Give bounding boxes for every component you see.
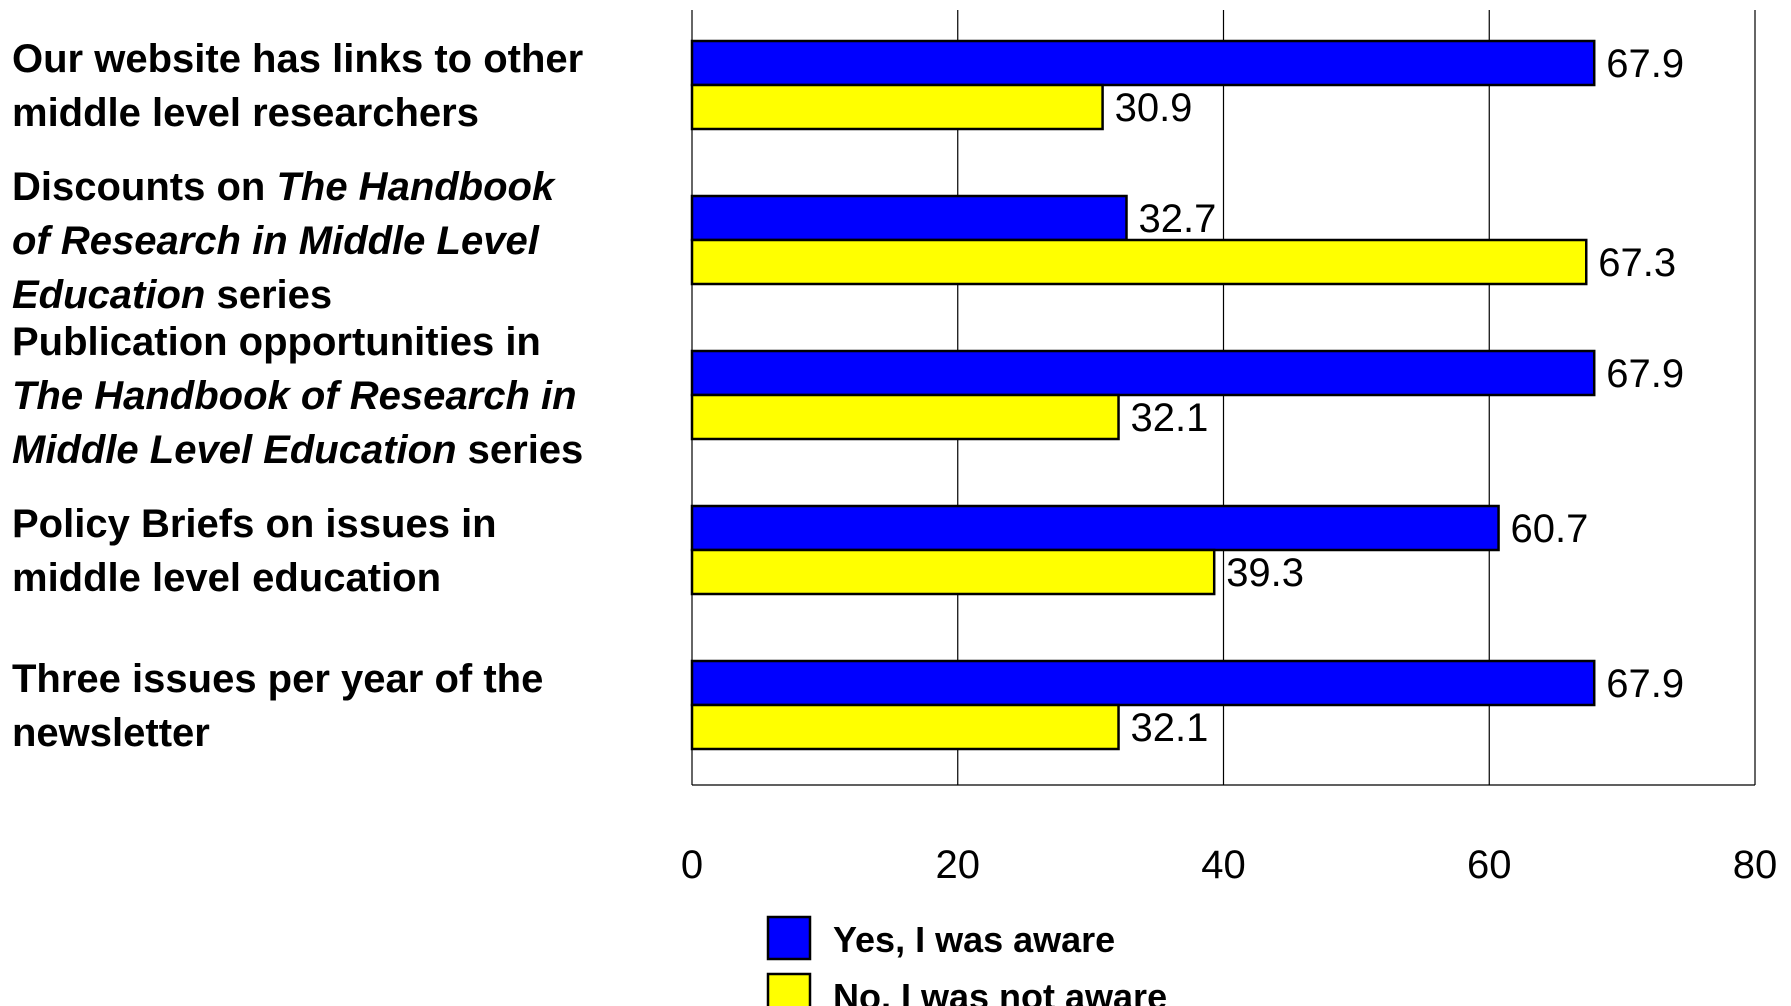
bar <box>690 659 1596 707</box>
bar <box>690 349 1596 397</box>
value-label: 67.9 <box>1606 662 1684 706</box>
bar <box>690 238 1588 286</box>
value-label: 67.3 <box>1598 241 1676 285</box>
value-labels: 67.9 30.9 32.7 67.3 67.9 32.1 60.7 39.3 67.9 32.1 <box>1115 42 1684 750</box>
legend-label: No, I was not aware <box>833 976 1167 1006</box>
bar <box>690 548 1216 596</box>
category-label: Publication opportunities in The Handbook… <box>12 320 583 472</box>
value-label: 39.3 <box>1226 551 1304 595</box>
x-tick-label: 20 <box>936 843 981 887</box>
x-tick-label: 40 <box>1201 843 1246 887</box>
bar <box>690 703 1120 751</box>
category-label: Three issues per year of the newsletter <box>12 657 543 755</box>
category-label: Discounts on The Handbook of Research in … <box>12 165 556 317</box>
x-tick-label: 80 <box>1733 843 1778 887</box>
value-label: 32.1 <box>1131 396 1209 440</box>
legend: Yes, I was aware No, I was not aware <box>766 915 1167 1006</box>
bar <box>690 504 1500 552</box>
legend-swatch <box>766 972 812 1006</box>
bar <box>690 39 1596 87</box>
value-label: 67.9 <box>1606 42 1684 86</box>
legend-swatch <box>766 915 812 961</box>
x-tick-label: 60 <box>1467 843 1512 887</box>
value-label: 30.9 <box>1115 86 1193 130</box>
value-label: 32.1 <box>1131 706 1209 750</box>
category-label: Policy Briefs on issues in middle level e… <box>12 502 497 600</box>
value-label: 67.9 <box>1606 352 1684 396</box>
bar <box>690 83 1104 131</box>
bar <box>690 393 1120 441</box>
category-labels: Our website has links to other middle lev… <box>12 37 583 755</box>
legend-label: Yes, I was aware <box>833 919 1115 960</box>
category-label: Our website has links to other middle lev… <box>12 37 583 135</box>
x-tick-label: 0 <box>681 843 703 887</box>
value-label: 32.7 <box>1139 197 1217 241</box>
bar <box>690 194 1128 242</box>
value-label: 60.7 <box>1511 507 1589 551</box>
bars <box>690 39 1596 751</box>
gridlines <box>691 10 1756 786</box>
x-axis-ticks: 0 20 40 60 80 <box>681 843 1777 887</box>
